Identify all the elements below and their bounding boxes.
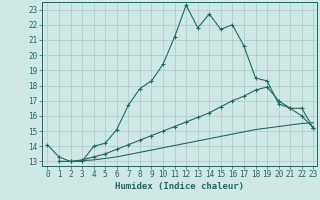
- X-axis label: Humidex (Indice chaleur): Humidex (Indice chaleur): [115, 182, 244, 191]
